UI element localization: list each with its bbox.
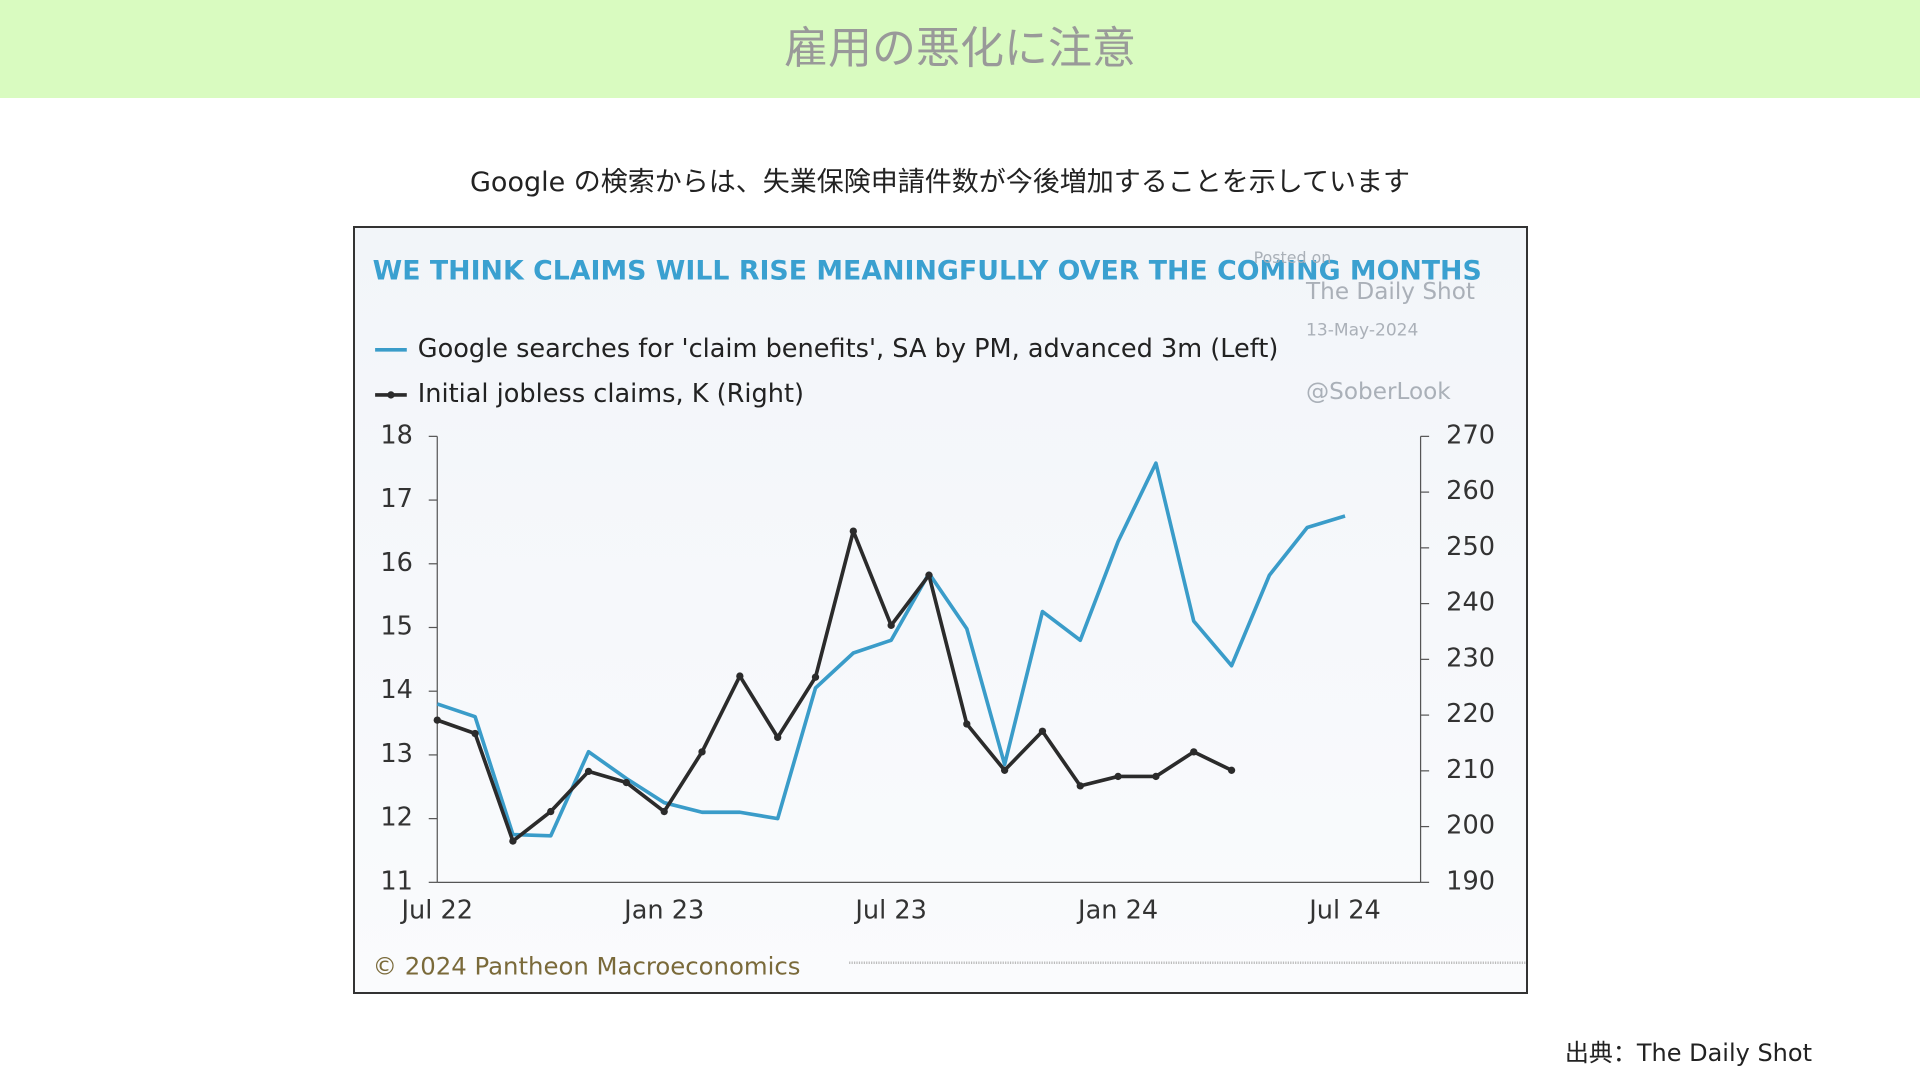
x-tick-label: Jan 24 [1076, 896, 1158, 926]
y2-tick-label: 230 [1446, 643, 1495, 673]
y-tick-label: 15 [380, 611, 413, 641]
point [811, 673, 820, 681]
y2-tick-label: 210 [1446, 755, 1495, 785]
point [660, 807, 668, 816]
legend-marker [387, 391, 395, 399]
y-tick-label: 12 [380, 803, 413, 833]
point [1076, 782, 1084, 790]
point [1227, 766, 1236, 774]
y2-tick-label: 240 [1446, 588, 1495, 618]
watermark: The Daily Shot [1305, 279, 1475, 305]
y2-tick-label: 200 [1446, 811, 1495, 841]
y2-tick-label: 250 [1446, 532, 1495, 562]
y2-tick-label: 270 [1446, 420, 1495, 450]
watermark: Posted on [1254, 248, 1332, 267]
y-tick-label: 16 [380, 548, 413, 578]
series-line [436, 461, 1346, 838]
point [1114, 772, 1122, 781]
chart: WE THINK CLAIMS WILL RISE MEANINGFULLY O… [353, 226, 1528, 994]
y-tick-label: 14 [380, 675, 413, 705]
point [509, 837, 517, 845]
point [1000, 766, 1009, 774]
point [1038, 727, 1047, 735]
x-tick-label: Jul 22 [399, 896, 473, 926]
x-tick-label: Jul 24 [1307, 896, 1381, 926]
point [774, 733, 782, 742]
watermark: @SoberLook [1306, 379, 1451, 405]
legend-label: Initial jobless claims, K (Right) [418, 379, 804, 409]
subtitle: Google の検索からは、失業保険申請件数が今後増加することを示しています [470, 167, 1410, 198]
footer: © 2024 Pantheon Macroeconomics [373, 952, 801, 981]
point [887, 621, 895, 629]
point [963, 720, 971, 728]
chart-title: WE THINK CLAIMS WILL RISE MEANINGFULLY O… [373, 255, 1482, 286]
point [849, 527, 857, 535]
y2-tick-label: 190 [1446, 866, 1495, 896]
x-tick-label: Jan 23 [622, 896, 704, 926]
point [698, 748, 706, 756]
point [736, 672, 744, 680]
y-tick-label: 18 [380, 420, 413, 450]
x-tick-label: Jul 23 [853, 896, 927, 926]
point [547, 807, 555, 816]
series-line [436, 529, 1233, 843]
point [925, 571, 933, 579]
legend-label: Google searches for 'claim benefits', SA… [418, 334, 1279, 364]
point [584, 767, 593, 776]
header: 雇用の悪化に注意 [0, 0, 1920, 98]
watermark: 13-May-2024 [1306, 320, 1418, 340]
point [1152, 772, 1160, 781]
point [1190, 748, 1198, 756]
y-tick-label: 11 [380, 866, 413, 896]
source: 出典：The Daily Shot [1564, 1039, 1812, 1067]
y-tick-label: 17 [380, 484, 413, 514]
y-tick-label: 13 [380, 739, 413, 769]
point [622, 778, 631, 787]
point [471, 729, 479, 738]
y2-tick-label: 220 [1446, 699, 1495, 729]
y2-tick-label: 260 [1446, 476, 1495, 506]
title: 雇用の悪化に注意 [784, 23, 1136, 74]
point [433, 716, 441, 724]
